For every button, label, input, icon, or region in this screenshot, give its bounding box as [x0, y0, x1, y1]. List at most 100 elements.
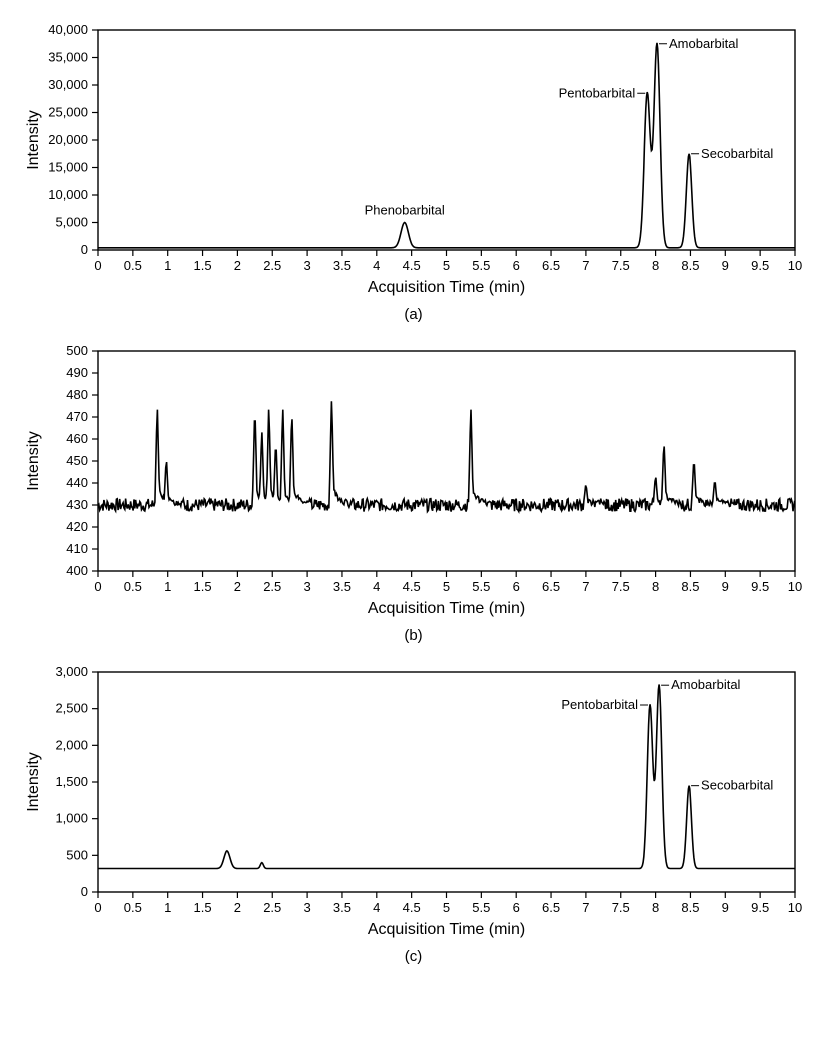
- svg-text:7: 7: [582, 900, 589, 915]
- panel-b: 00.511.522.533.544.555.566.577.588.599.5…: [20, 341, 807, 644]
- peak-label-amobarbital: Amobarbital: [671, 677, 740, 692]
- svg-text:8: 8: [652, 579, 659, 594]
- svg-text:0.5: 0.5: [124, 258, 142, 273]
- svg-text:4: 4: [373, 258, 380, 273]
- svg-text:500: 500: [66, 847, 88, 862]
- svg-text:500: 500: [66, 343, 88, 358]
- svg-text:0: 0: [94, 258, 101, 273]
- svg-text:0.5: 0.5: [124, 900, 142, 915]
- peak-label-amobarbital: Amobarbital: [669, 36, 738, 51]
- svg-text:1: 1: [164, 579, 171, 594]
- svg-text:40,000: 40,000: [48, 22, 88, 37]
- svg-text:10: 10: [788, 579, 802, 594]
- svg-text:7: 7: [582, 258, 589, 273]
- svg-text:9: 9: [722, 258, 729, 273]
- svg-text:2.5: 2.5: [263, 900, 281, 915]
- svg-text:3: 3: [303, 900, 310, 915]
- peak-label-secobarbital: Secobarbital: [701, 778, 773, 793]
- svg-text:0: 0: [94, 579, 101, 594]
- svg-text:8.5: 8.5: [681, 579, 699, 594]
- chart-a: 00.511.522.533.544.555.566.577.588.599.5…: [20, 20, 807, 300]
- chromatogram-figure: 0 0.5 1 1.5 2 2.5 3 3.5 4 4.5 5 5.5 6 6.5 7 7.5 8 8.5 9 9.5…: [20, 20, 807, 965]
- svg-text:6: 6: [513, 579, 520, 594]
- y-axis-label: Intensity: [25, 752, 42, 812]
- svg-text:1.5: 1.5: [194, 900, 212, 915]
- trace-line: [98, 43, 795, 248]
- chart-b: 00.511.522.533.544.555.566.577.588.599.5…: [20, 341, 807, 621]
- svg-text:1.5: 1.5: [194, 258, 212, 273]
- svg-text:0: 0: [94, 900, 101, 915]
- svg-text:15,000: 15,000: [48, 160, 88, 175]
- chart-c: 00.511.522.533.544.555.566.577.588.599.5…: [20, 662, 807, 942]
- svg-text:30,000: 30,000: [48, 77, 88, 92]
- svg-text:2.5: 2.5: [263, 579, 281, 594]
- panel-a: 00.511.522.533.544.555.566.577.588.599.5…: [20, 20, 807, 323]
- svg-text:2,000: 2,000: [55, 737, 88, 752]
- svg-text:5.5: 5.5: [472, 579, 490, 594]
- y-axis-label: Intensity: [25, 431, 42, 491]
- svg-text:410: 410: [66, 541, 88, 556]
- svg-text:2,500: 2,500: [55, 701, 88, 716]
- svg-text:3.5: 3.5: [333, 900, 351, 915]
- svg-text:8.5: 8.5: [681, 258, 699, 273]
- svg-text:6.5: 6.5: [542, 258, 560, 273]
- svg-text:1.5: 1.5: [194, 579, 212, 594]
- svg-text:4.5: 4.5: [403, 900, 421, 915]
- svg-text:1: 1: [164, 900, 171, 915]
- svg-text:460: 460: [66, 431, 88, 446]
- svg-text:5,000: 5,000: [55, 215, 88, 230]
- peak-label-phenobarbital: Phenobarbital: [365, 203, 445, 218]
- svg-text:2: 2: [234, 579, 241, 594]
- svg-text:0: 0: [81, 242, 88, 257]
- svg-text:430: 430: [66, 497, 88, 512]
- svg-text:440: 440: [66, 475, 88, 490]
- y-axis-label: Intensity: [25, 110, 42, 170]
- svg-text:4.5: 4.5: [403, 579, 421, 594]
- svg-text:470: 470: [66, 409, 88, 424]
- svg-text:9.5: 9.5: [751, 579, 769, 594]
- svg-text:9: 9: [722, 900, 729, 915]
- svg-text:5: 5: [443, 900, 450, 915]
- svg-text:450: 450: [66, 453, 88, 468]
- svg-text:9.5: 9.5: [751, 900, 769, 915]
- svg-text:7.5: 7.5: [612, 579, 630, 594]
- svg-text:400: 400: [66, 563, 88, 578]
- svg-text:3.5: 3.5: [333, 579, 351, 594]
- panel-caption-a: (a): [20, 306, 807, 323]
- svg-text:3: 3: [303, 579, 310, 594]
- svg-text:6.5: 6.5: [542, 900, 560, 915]
- trace-line: [98, 685, 795, 869]
- svg-text:7.5: 7.5: [612, 258, 630, 273]
- svg-text:8.5: 8.5: [681, 900, 699, 915]
- x-axis-label: Acquisition Time (min): [368, 921, 525, 938]
- svg-text:25,000: 25,000: [48, 105, 88, 120]
- svg-text:3.5: 3.5: [333, 258, 351, 273]
- svg-text:6.5: 6.5: [542, 579, 560, 594]
- svg-text:3,000: 3,000: [55, 664, 88, 679]
- svg-text:10: 10: [788, 258, 802, 273]
- svg-text:9.5: 9.5: [751, 258, 769, 273]
- svg-text:1,000: 1,000: [55, 811, 88, 826]
- peak-label-pentobarbital: Pentobarbital: [561, 697, 638, 712]
- svg-text:4.5: 4.5: [403, 258, 421, 273]
- svg-text:5: 5: [443, 579, 450, 594]
- svg-text:9: 9: [722, 579, 729, 594]
- svg-text:0.5: 0.5: [124, 579, 142, 594]
- svg-text:490: 490: [66, 365, 88, 380]
- svg-text:5.5: 5.5: [472, 258, 490, 273]
- svg-text:1,500: 1,500: [55, 774, 88, 789]
- svg-text:2: 2: [234, 258, 241, 273]
- svg-text:2.5: 2.5: [263, 258, 281, 273]
- panel-c: 00.511.522.533.544.555.566.577.588.599.5…: [20, 662, 807, 965]
- svg-text:8: 8: [652, 900, 659, 915]
- svg-text:35,000: 35,000: [48, 50, 88, 65]
- svg-text:5: 5: [443, 258, 450, 273]
- svg-text:20,000: 20,000: [48, 132, 88, 147]
- svg-text:4: 4: [373, 900, 380, 915]
- x-axis-label: Acquisition Time (min): [368, 600, 525, 617]
- svg-text:6: 6: [513, 900, 520, 915]
- svg-text:8: 8: [652, 258, 659, 273]
- svg-text:3: 3: [303, 258, 310, 273]
- svg-text:7.5: 7.5: [612, 900, 630, 915]
- peak-label-pentobarbital: Pentobarbital: [559, 85, 636, 100]
